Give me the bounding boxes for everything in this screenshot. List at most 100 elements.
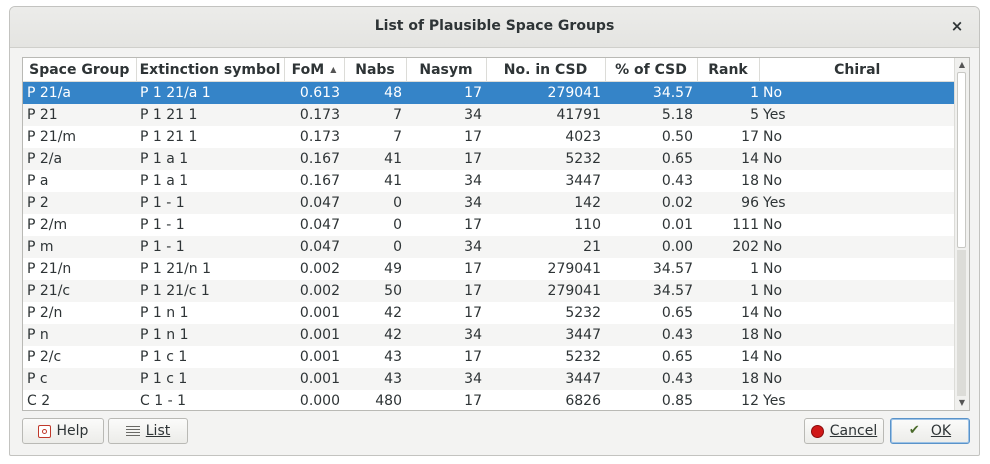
cell-pct-of-csd: 5.18 [605,104,697,126]
cell-pct-of-csd: 34.57 [605,280,697,302]
cell-nabs: 7 [344,104,406,126]
table-row[interactable]: P 21/a P 1 21/a 1 0.613 48 17 279041 34.57 1 No [23,81,955,104]
cell-rank: 202 [697,236,759,258]
cell-nabs: 50 [344,280,406,302]
cell-nabs: 42 [344,302,406,324]
cell-space-group: P c [23,368,136,390]
cell-fom: 0.001 [284,324,344,346]
cell-fom: 0.001 [284,368,344,390]
cell-chiral: No [759,368,955,390]
column-header-no-in-csd[interactable]: No. in CSD [486,58,606,82]
cell-pct-of-csd: 0.00 [605,236,697,258]
cell-rank: 17 [697,126,759,148]
ok-button-label: OK [930,423,952,439]
cell-space-group: P 2/c [23,346,136,368]
cell-nasym: 17 [406,280,486,302]
cell-no-in-csd: 21 [486,236,605,258]
cell-space-group: P m [23,236,136,258]
cell-nasym: 34 [406,170,486,192]
cell-extinction-symbol: P 1 - 1 [136,192,284,214]
cell-no-in-csd: 3447 [486,368,605,390]
column-header-pct-of-csd[interactable]: % of CSD [605,58,698,82]
cell-space-group: P 2/n [23,302,136,324]
column-header-fom-label: FoM [291,61,325,78]
table-row[interactable]: P 21/m P 1 21 1 0.173 7 17 4023 0.50 17 No [23,126,955,148]
cell-rank: 14 [697,302,759,324]
column-header-nabs[interactable]: Nabs [344,58,407,82]
cell-extinction-symbol: P 1 n 1 [136,302,284,324]
table-row[interactable]: P 21/n P 1 21/n 1 0.002 49 17 279041 34.57 1 No [23,258,955,280]
cell-fom: 0.173 [284,126,344,148]
table-row[interactable]: P 2/a P 1 a 1 0.167 41 17 5232 0.65 14 No [23,148,955,170]
cell-rank: 96 [697,192,759,214]
cell-chiral: Yes [759,104,955,126]
column-header-extinction-symbol[interactable]: Extinction symbol [136,58,285,82]
cell-rank: 1 [697,81,759,104]
cell-chiral: Yes [759,192,955,214]
cancel-button[interactable]: Cancel [804,418,884,444]
cell-no-in-csd: 5232 [486,302,605,324]
ok-icon: ✔ [908,423,920,438]
table-row[interactable]: P 21 P 1 21 1 0.173 7 34 41791 5.18 5 Yes [23,104,955,126]
cell-pct-of-csd: 0.65 [605,302,697,324]
cell-space-group: P n [23,324,136,346]
cell-rank: 14 [697,148,759,170]
vertical-scrollbar[interactable]: ▲ ▼ [954,58,969,410]
column-header-chiral[interactable]: Chiral [759,58,955,82]
list-button[interactable]: List [108,418,188,444]
cell-nabs: 0 [344,214,406,236]
cell-extinction-symbol: P 1 21/a 1 [136,81,284,104]
cell-fom: 0.167 [284,148,344,170]
cell-rank: 18 [697,324,759,346]
column-header-nasym[interactable]: Nasym [406,58,487,82]
cell-nasym: 34 [406,236,486,258]
cell-space-group: C 2 [23,390,136,410]
help-button[interactable]: Help [22,418,104,444]
cell-chiral: No [759,258,955,280]
cell-extinction-symbol: P 1 21/c 1 [136,280,284,302]
cell-fom: 0.047 [284,192,344,214]
scrollbar-track[interactable] [957,250,966,396]
cell-fom: 0.167 [284,170,344,192]
cell-nasym: 34 [406,104,486,126]
column-header-space-group[interactable]: Space Group [23,58,137,82]
cell-space-group: P 21/n [23,258,136,280]
scroll-up-arrow-icon[interactable]: ▲ [958,60,966,69]
cell-extinction-symbol: P 1 n 1 [136,324,284,346]
cell-fom: 0.047 [284,214,344,236]
cell-nabs: 0 [344,236,406,258]
cell-pct-of-csd: 0.43 [605,170,697,192]
cell-no-in-csd: 3447 [486,324,605,346]
cell-extinction-symbol: P 1 21 1 [136,126,284,148]
cell-no-in-csd: 41791 [486,104,605,126]
cell-nabs: 480 [344,390,406,410]
close-button[interactable]: × [950,17,964,35]
table-row[interactable]: P 2/n P 1 n 1 0.001 42 17 5232 0.65 14 No [23,302,955,324]
dialog-title: List of Plausible Space Groups [374,18,615,34]
cell-extinction-symbol: P 1 21/n 1 [136,258,284,280]
cell-no-in-csd: 4023 [486,126,605,148]
cell-rank: 18 [697,170,759,192]
results-table: Space Group Extinction symbol FoM ▲ Nabs … [23,58,955,410]
cell-space-group: P 21/c [23,280,136,302]
cell-nasym: 17 [406,390,486,410]
cancel-icon [810,424,824,438]
cell-extinction-symbol: P 1 c 1 [136,346,284,368]
table-row[interactable]: P 2/c P 1 c 1 0.001 43 17 5232 0.65 14 No [23,346,955,368]
table-row[interactable]: P 21/c P 1 21/c 1 0.002 50 17 279041 34.57 1 No [23,280,955,302]
column-header-fom[interactable]: FoM ▲ [284,58,345,82]
cell-chiral: No [759,302,955,324]
cell-nabs: 7 [344,126,406,148]
scrollbar-thumb[interactable] [957,72,966,248]
ok-button[interactable]: ✔ OK [890,418,970,444]
table-row[interactable]: P 2/m P 1 - 1 0.047 0 17 110 0.01 111 No [23,214,955,236]
cell-no-in-csd: 5232 [486,346,605,368]
scroll-down-arrow-icon[interactable]: ▼ [958,398,966,407]
column-header-rank[interactable]: Rank [697,58,760,82]
